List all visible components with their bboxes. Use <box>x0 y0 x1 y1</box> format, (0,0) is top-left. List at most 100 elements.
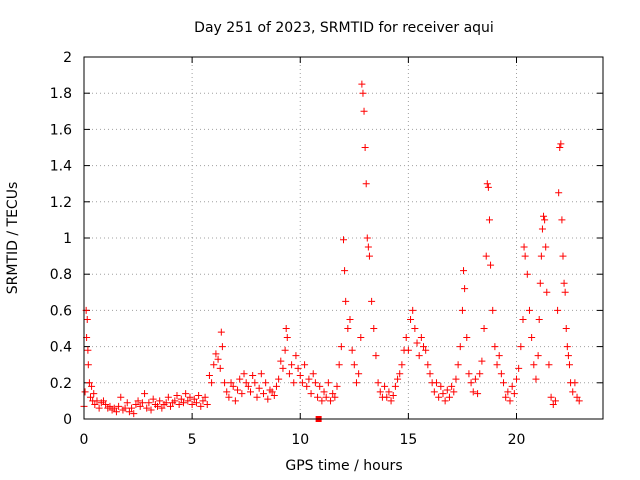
chart-title: Day 251 of 2023, SRMTID for receiver aqu… <box>194 20 494 36</box>
data-point <box>372 352 380 360</box>
data-point <box>361 144 369 151</box>
data-point <box>175 401 183 409</box>
x-tick-label: 15 <box>399 432 417 448</box>
data-point <box>355 370 363 378</box>
data-point <box>275 375 283 383</box>
data-point <box>341 267 349 275</box>
data-point <box>489 306 497 314</box>
data-point <box>504 388 512 396</box>
data-point <box>559 252 567 260</box>
data-point <box>456 343 464 351</box>
data-point <box>203 401 211 409</box>
data-point <box>307 390 315 398</box>
data-point <box>259 390 267 398</box>
data-point <box>112 408 120 416</box>
data-point <box>360 107 368 115</box>
data-point <box>564 352 572 360</box>
data-point <box>561 288 569 296</box>
data-point <box>184 397 192 405</box>
data-point <box>247 388 255 396</box>
data-point <box>508 382 516 390</box>
data-point <box>394 375 402 383</box>
data-point <box>149 395 157 403</box>
data-point <box>387 397 395 405</box>
data-point <box>242 379 250 387</box>
data-point <box>571 379 579 387</box>
data-point <box>236 375 244 383</box>
data-point <box>342 297 350 305</box>
data-point <box>346 315 354 323</box>
data-point <box>229 382 237 390</box>
data-point <box>255 384 263 392</box>
data-point <box>186 393 194 401</box>
data-point <box>102 401 110 409</box>
x-axis-title: GPS time / hours <box>285 458 402 474</box>
data-point <box>171 397 179 405</box>
data-point <box>547 393 555 401</box>
data-point <box>221 379 229 387</box>
data-point <box>288 361 296 369</box>
data-point <box>430 388 438 396</box>
data-point <box>413 339 421 347</box>
data-point <box>264 395 272 403</box>
data-point <box>141 390 149 398</box>
data-point <box>322 393 330 401</box>
data-point <box>90 390 98 398</box>
data-point <box>506 397 514 405</box>
data-point <box>205 372 213 380</box>
data-point <box>234 386 242 394</box>
data-point <box>214 355 222 363</box>
data-point <box>350 361 358 369</box>
data-point <box>402 334 410 342</box>
data-point <box>91 401 99 409</box>
y-tick-label: 1 <box>63 231 72 247</box>
data-point <box>156 397 164 405</box>
data-point <box>182 390 190 398</box>
data-point <box>318 397 326 405</box>
data-point <box>217 328 225 336</box>
grid-lines <box>84 57 603 419</box>
data-point <box>303 382 311 390</box>
data-point <box>348 346 356 354</box>
data-point <box>376 388 384 396</box>
data-point <box>536 279 544 287</box>
x-tick-label: 20 <box>508 432 526 448</box>
data-point <box>520 243 528 251</box>
data-point <box>192 399 200 407</box>
data-point <box>335 361 343 369</box>
x-tick-label: 5 <box>188 432 197 448</box>
data-point <box>454 361 462 369</box>
data-point <box>374 379 382 387</box>
data-point <box>422 346 430 354</box>
data-point <box>201 393 209 401</box>
data-point <box>337 343 345 351</box>
data-point <box>316 382 324 390</box>
data-point <box>147 406 155 414</box>
data-point <box>535 315 543 323</box>
data-point <box>417 334 425 342</box>
data-point <box>463 334 471 342</box>
data-point <box>461 285 469 293</box>
data-point <box>197 402 205 410</box>
y-tick-label: 1.6 <box>50 122 72 138</box>
data-point <box>540 212 548 220</box>
data-point <box>450 388 458 396</box>
data-point <box>521 252 529 260</box>
data-point <box>358 80 366 88</box>
data-point <box>253 393 261 401</box>
data-point <box>515 364 523 372</box>
data-point <box>223 388 231 396</box>
data-point <box>385 388 393 396</box>
data-point <box>327 397 335 405</box>
data-point <box>534 352 542 360</box>
data-point <box>487 261 495 269</box>
data-point <box>513 375 520 383</box>
data-point <box>190 395 198 403</box>
data-point <box>86 393 94 401</box>
data-point <box>555 189 563 197</box>
data-point <box>121 404 129 412</box>
data-point <box>162 399 170 407</box>
data-point <box>309 370 317 378</box>
data-point <box>324 379 332 387</box>
data-point <box>362 180 370 188</box>
